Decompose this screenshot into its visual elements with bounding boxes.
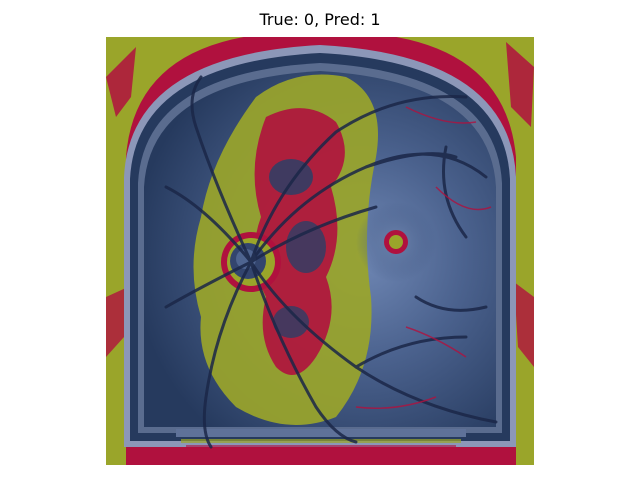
- figure-title: True: 0, Pred: 1: [259, 10, 381, 29]
- fundus-overlay-svg: [106, 37, 534, 465]
- retinal-vessels: [164, 75, 498, 449]
- fundus-image: [106, 37, 534, 465]
- macula: [356, 202, 436, 282]
